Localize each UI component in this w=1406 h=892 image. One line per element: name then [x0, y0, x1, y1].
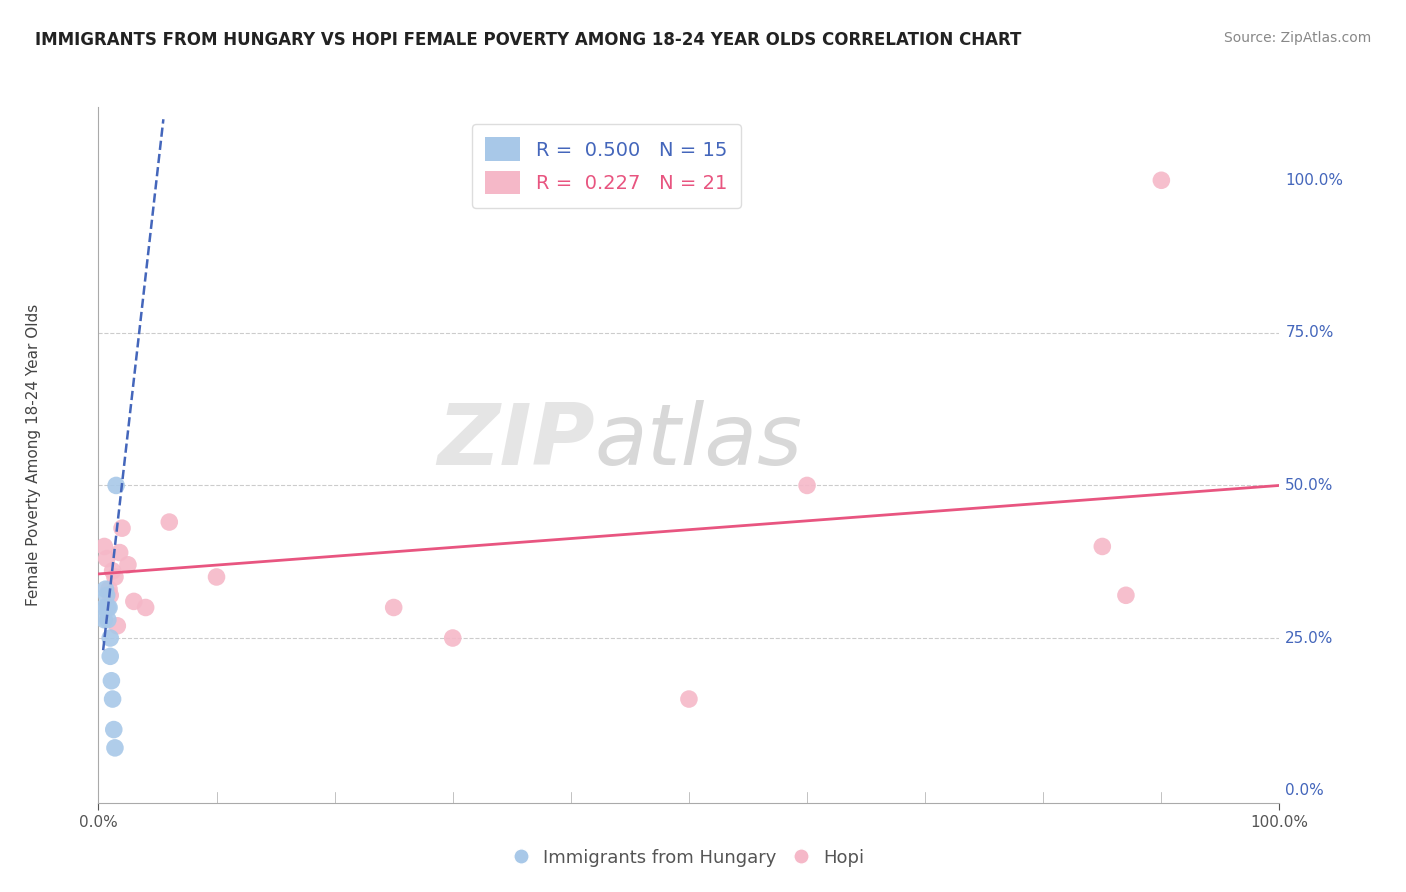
Point — [796, 478, 818, 492]
Point — [382, 600, 405, 615]
Point — [103, 723, 125, 737]
Point — [117, 558, 139, 572]
Point — [1115, 588, 1137, 602]
Point — [94, 582, 117, 597]
Text: IMMIGRANTS FROM HUNGARY VS HOPI FEMALE POVERTY AMONG 18-24 YEAR OLDS CORRELATION: IMMIGRANTS FROM HUNGARY VS HOPI FEMALE P… — [35, 31, 1022, 49]
Point — [93, 540, 115, 554]
Text: 0.0%: 0.0% — [1285, 783, 1324, 798]
Point — [96, 588, 118, 602]
Point — [98, 582, 121, 597]
Point — [1150, 173, 1173, 187]
Text: 100.0%: 100.0% — [1285, 173, 1343, 188]
Point — [105, 619, 128, 633]
Point — [100, 673, 122, 688]
Point — [104, 570, 127, 584]
Point — [111, 521, 134, 535]
Point — [101, 692, 124, 706]
Point — [105, 478, 128, 492]
Text: 25.0%: 25.0% — [1285, 631, 1334, 646]
Point — [98, 631, 121, 645]
Point — [1091, 540, 1114, 554]
Point — [93, 613, 115, 627]
Point — [157, 515, 180, 529]
Text: ZIP: ZIP — [437, 400, 595, 483]
Point — [441, 631, 464, 645]
Point — [98, 649, 121, 664]
Point — [108, 545, 131, 559]
Point — [98, 600, 121, 615]
Text: 75.0%: 75.0% — [1285, 326, 1334, 341]
Point — [93, 600, 115, 615]
Legend: Immigrants from Hungary, Hopi: Immigrants from Hungary, Hopi — [506, 841, 872, 874]
Text: atlas: atlas — [595, 400, 803, 483]
Point — [97, 613, 120, 627]
Text: Female Poverty Among 18-24 Year Olds: Female Poverty Among 18-24 Year Olds — [25, 304, 41, 606]
Point — [101, 564, 124, 578]
Point — [678, 692, 700, 706]
Point — [96, 600, 118, 615]
Point — [205, 570, 228, 584]
Point — [98, 588, 121, 602]
Point — [135, 600, 157, 615]
Point — [97, 600, 120, 615]
Point — [104, 740, 127, 755]
Point — [96, 551, 118, 566]
Point — [122, 594, 145, 608]
Text: 50.0%: 50.0% — [1285, 478, 1334, 493]
Text: Source: ZipAtlas.com: Source: ZipAtlas.com — [1223, 31, 1371, 45]
